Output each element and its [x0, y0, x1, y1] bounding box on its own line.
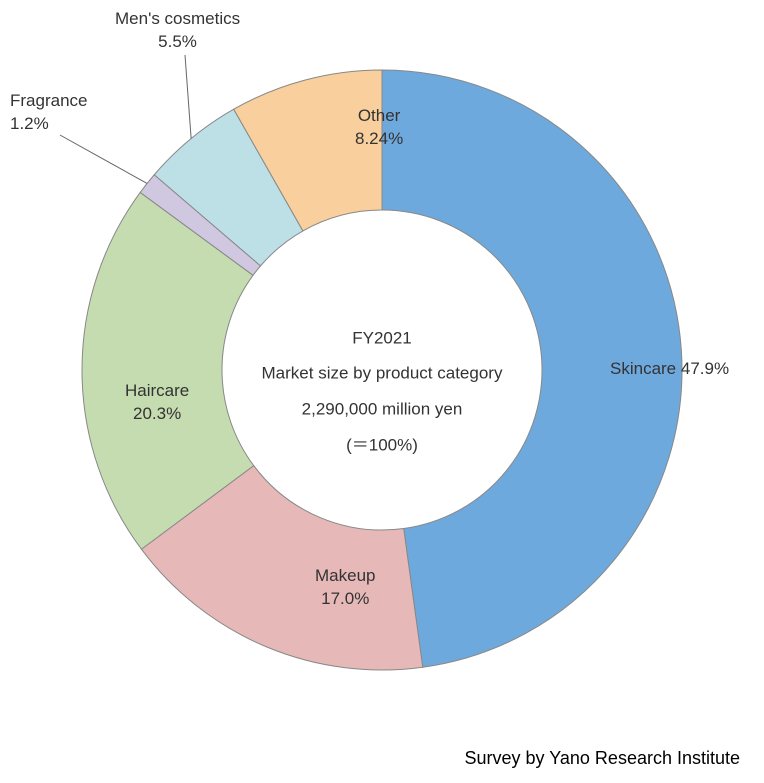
leader-men-s-cosmetics — [185, 55, 191, 139]
donut-chart-svg — [0, 0, 764, 783]
leader-fragrance — [60, 135, 147, 183]
attribution-text: Survey by Yano Research Institute — [465, 748, 740, 769]
donut-chart-container: FY2021 Market size by product category 2… — [0, 0, 764, 783]
slice-skincare — [382, 70, 682, 667]
